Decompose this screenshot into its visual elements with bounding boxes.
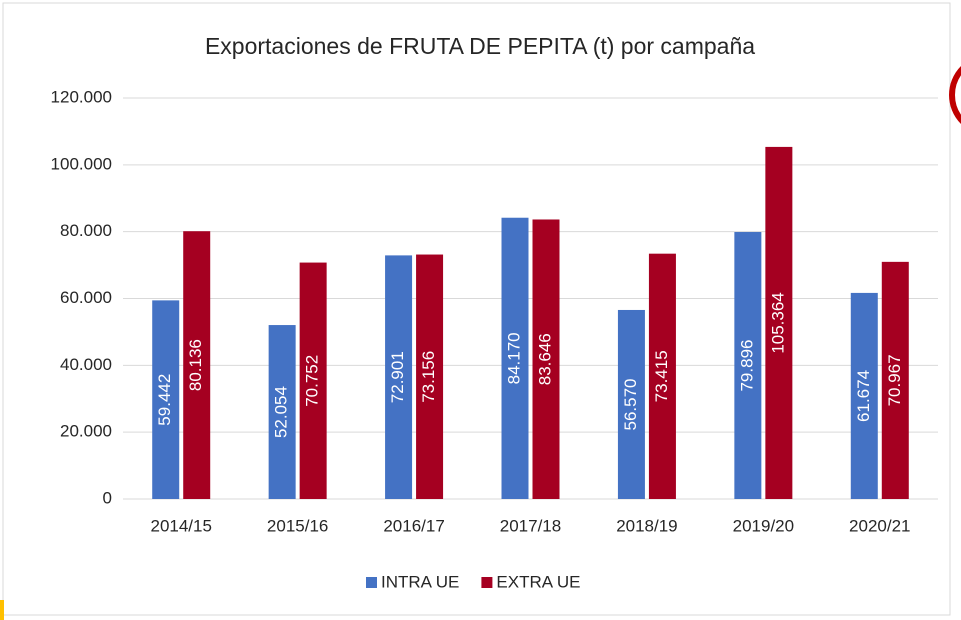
data-label: 73.415 xyxy=(652,350,671,402)
data-label: 79.896 xyxy=(737,340,756,392)
legend-label: EXTRA UE xyxy=(496,572,580,591)
bar xyxy=(881,261,909,499)
bar xyxy=(385,255,413,499)
bar xyxy=(183,231,211,499)
data-label: 84.170 xyxy=(504,332,523,384)
data-label: 59.442 xyxy=(155,374,174,426)
x-tick-label: 2015/16 xyxy=(267,516,328,535)
bar xyxy=(299,262,327,499)
data-label: 72.901 xyxy=(388,351,407,403)
x-tick-label: 2019/20 xyxy=(733,516,794,535)
bar xyxy=(501,217,529,499)
data-label: 105.364 xyxy=(768,292,787,353)
data-label: 80.136 xyxy=(186,339,205,391)
x-tick-label: 2018/19 xyxy=(616,516,677,535)
y-tick-label: 120.000 xyxy=(51,87,112,106)
decoration xyxy=(0,600,4,620)
legend-label: INTRA UE xyxy=(381,572,459,591)
y-tick-label: 100.000 xyxy=(51,154,112,173)
data-label: 70.752 xyxy=(303,355,322,407)
y-tick-label: 60.000 xyxy=(60,288,112,307)
x-tick-label: 2020/21 xyxy=(849,516,910,535)
bar xyxy=(648,253,676,499)
legend-swatch xyxy=(481,577,493,588)
y-tick-label: 0 xyxy=(103,488,112,507)
bar xyxy=(734,232,762,499)
bar xyxy=(850,292,878,499)
bar xyxy=(416,254,444,499)
bar xyxy=(152,300,180,499)
y-tick-label: 20.000 xyxy=(60,422,112,441)
chart-frame xyxy=(2,2,951,616)
y-tick-label: 80.000 xyxy=(60,221,112,240)
bar xyxy=(765,146,793,499)
data-label: 83.646 xyxy=(535,333,554,385)
bar xyxy=(532,219,560,499)
legend-swatch xyxy=(366,577,377,588)
x-tick-label: 2016/17 xyxy=(383,516,444,535)
x-tick-label: 2017/18 xyxy=(500,516,561,535)
data-label: 73.156 xyxy=(419,351,438,403)
x-tick-label: 2014/15 xyxy=(150,516,211,535)
chart-title: Exportaciones de FRUTA DE PEPITA (t) por… xyxy=(205,33,755,59)
data-label: 52.054 xyxy=(272,386,291,438)
data-label: 56.570 xyxy=(621,378,640,430)
y-tick-label: 40.000 xyxy=(60,355,112,374)
bar xyxy=(268,325,296,499)
data-label: 61.674 xyxy=(854,370,873,422)
decoration xyxy=(949,66,961,124)
bar xyxy=(617,309,645,499)
data-label: 70.967 xyxy=(885,354,904,406)
